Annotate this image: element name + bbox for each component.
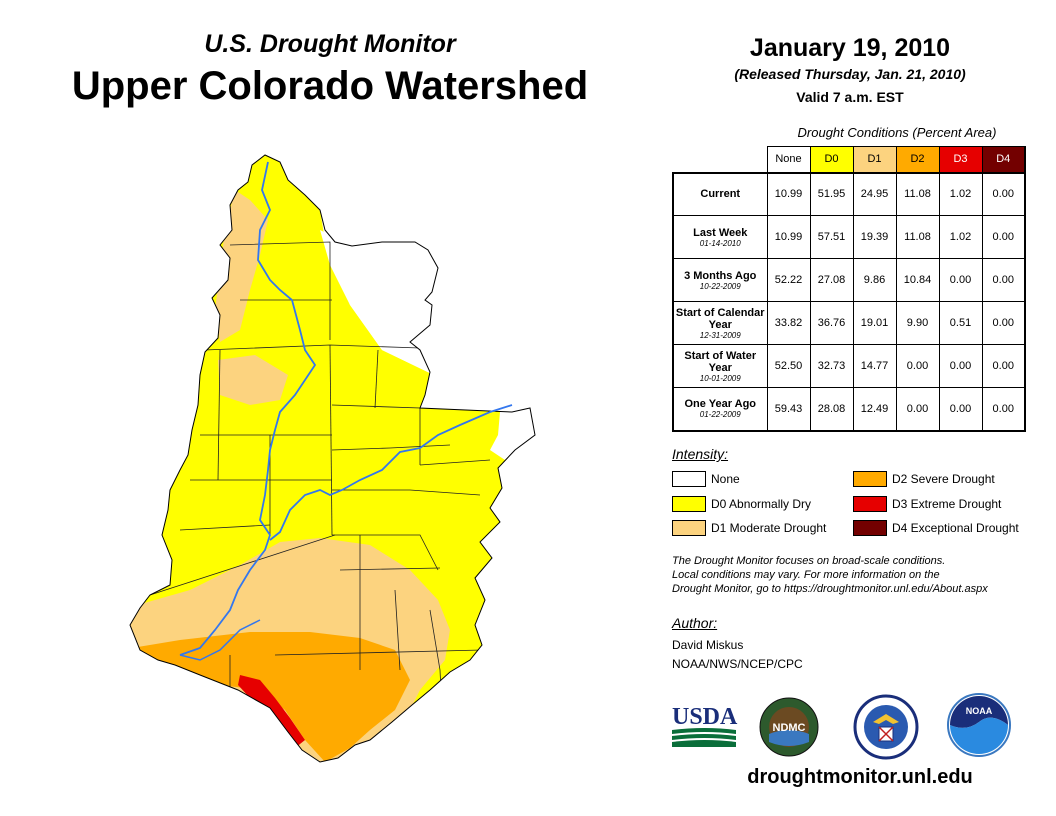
cell: 27.08 — [809, 258, 854, 302]
table-row: Current 10.99 51.95 24.95 11.08 1.02 0.0… — [672, 171, 1026, 216]
d1-west-area — [218, 355, 288, 405]
row-label: Current — [672, 171, 768, 216]
row-label: Start of Calendar Year 12-31-2009 — [672, 301, 768, 345]
table-row: 3 Months Ago 10-22-2009 52.22 27.08 9.86 … — [672, 258, 1026, 302]
author-name: David Miskus — [672, 638, 744, 652]
cell: 9.90 — [895, 301, 940, 345]
col-d4: D4 — [981, 146, 1026, 173]
cell: 11.08 — [895, 215, 940, 259]
row-label: Start of Water Year 10-01-2009 — [672, 344, 768, 388]
map-subtitle: U.S. Drought Monitor — [204, 30, 456, 58]
header-spacer — [673, 147, 767, 173]
row-label: Last Week 01-14-2010 — [672, 215, 768, 259]
cell: 0.00 — [895, 344, 940, 388]
colorado-river — [269, 404, 513, 541]
noaa-logo: NOAA — [947, 693, 1011, 757]
legend-heading: Intensity: — [672, 446, 729, 462]
cell: 32.73 — [809, 344, 854, 388]
valid-date: January 19, 2010 — [749, 34, 951, 62]
cell: 14.77 — [852, 344, 897, 388]
website-url: droughtmonitor.unl.edu — [747, 766, 973, 788]
basin-border — [129, 154, 536, 763]
cell: 1.02 — [938, 171, 983, 216]
cell: 59.43 — [766, 387, 811, 432]
legend-d4: D4 Exceptional Drought — [853, 520, 1019, 536]
legend-d2: D2 Severe Drought — [853, 471, 995, 487]
drought-map — [129, 154, 536, 763]
cell: 0.51 — [938, 301, 983, 345]
row-label: One Year Ago 01-22-2009 — [672, 387, 768, 432]
swatch-d4 — [853, 520, 887, 536]
cell: 28.08 — [809, 387, 854, 432]
cell: 0.00 — [981, 171, 1026, 216]
cell: 51.95 — [809, 171, 854, 216]
table-header-row: None D0 D1 D2 D3 D4 — [673, 146, 1026, 173]
cell: 0.00 — [895, 387, 940, 432]
table-row: Start of Calendar Year 12-31-2009 33.82 3… — [672, 301, 1026, 345]
table-row: Start of Water Year 10-01-2009 52.50 32.7… — [672, 344, 1026, 388]
swatch-d1 — [672, 520, 706, 536]
legend-none: None — [672, 471, 740, 487]
d2-area — [130, 632, 410, 762]
green-river — [179, 161, 317, 656]
row-label: 3 Months Ago 10-22-2009 — [672, 258, 768, 302]
cell: 0.00 — [938, 344, 983, 388]
usda-logo: USDA — [672, 704, 738, 747]
table-row: Last Week 01-14-2010 10.99 57.51 19.39 11… — [672, 215, 1026, 259]
noaa-logo-text: NOAA — [966, 706, 993, 716]
disclaimer-note: The Drought Monitor focuses on broad-sca… — [672, 555, 988, 595]
legend-d1: D1 Moderate Drought — [672, 520, 826, 536]
cell: 10.84 — [895, 258, 940, 302]
cell: 9.86 — [852, 258, 897, 302]
release-date: (Released Thursday, Jan. 21, 2010) — [734, 66, 966, 82]
col-d0: D0 — [809, 146, 854, 173]
cell: 52.22 — [766, 258, 811, 302]
commerce-seal-logo — [853, 694, 919, 760]
drought-statistics-table: None D0 D1 D2 D3 D4 Current 10.99 51.95 … — [672, 146, 1026, 432]
cell: 0.00 — [938, 387, 983, 432]
cell: 24.95 — [852, 171, 897, 216]
san-juan-river — [179, 619, 261, 661]
valid-time: Valid 7 a.m. EST — [796, 89, 904, 105]
map-title: Upper Colorado Watershed — [71, 64, 589, 108]
cell: 11.08 — [895, 171, 940, 216]
table-title: Drought Conditions (Percent Area) — [797, 125, 997, 140]
legend-d0: D0 Abnormally Dry — [672, 496, 811, 512]
none-east-area — [490, 408, 535, 460]
cell: 10.99 — [766, 171, 811, 216]
col-d2: D2 — [895, 146, 940, 173]
ndmc-logo-text: NDMC — [773, 722, 806, 734]
cell: 12.49 — [852, 387, 897, 432]
legend-d3: D3 Extreme Drought — [853, 496, 1001, 512]
cell: 33.82 — [766, 301, 811, 345]
cell: 52.50 — [766, 344, 811, 388]
cell: 10.99 — [766, 215, 811, 259]
none-area — [320, 230, 500, 408]
table-row: One Year Ago 01-22-2009 59.43 28.08 12.49… — [672, 387, 1026, 432]
col-none: None — [766, 146, 811, 173]
cell: 57.51 — [809, 215, 854, 259]
col-d1: D1 — [852, 146, 897, 173]
swatch-none — [672, 471, 706, 487]
cell: 1.02 — [938, 215, 983, 259]
cell: 0.00 — [981, 344, 1026, 388]
usda-logo-text: USDA — [672, 704, 738, 730]
cell: 0.00 — [981, 215, 1026, 259]
swatch-d2 — [853, 471, 887, 487]
cell: 19.39 — [852, 215, 897, 259]
swatch-d3 — [853, 496, 887, 512]
author-heading: Author: — [672, 615, 718, 631]
cell: 0.00 — [981, 258, 1026, 302]
col-d3: D3 — [938, 146, 983, 173]
cell: 19.01 — [852, 301, 897, 345]
cell: 0.00 — [938, 258, 983, 302]
cell: 0.00 — [981, 387, 1026, 432]
swatch-d0 — [672, 496, 706, 512]
ndmc-logo: NDMC — [759, 697, 819, 757]
cell: 0.00 — [981, 301, 1026, 345]
cell: 36.76 — [809, 301, 854, 345]
author-org: NOAA/NWS/NCEP/CPC — [672, 657, 803, 671]
